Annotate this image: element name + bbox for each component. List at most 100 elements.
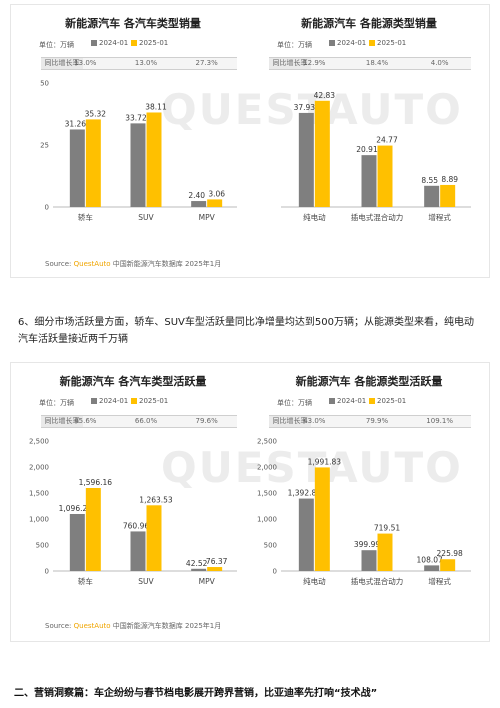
- bar: [377, 533, 393, 571]
- bar-value-label: 1,096.26: [59, 504, 93, 513]
- legend-label: 2024-01: [99, 397, 129, 405]
- legend-label: 2025-01: [377, 39, 407, 47]
- chart-title: 新能源汽车 各汽车类型销量: [65, 17, 201, 30]
- legend-item: 2025-01: [131, 397, 168, 405]
- growth-value: 13.0%: [74, 59, 97, 67]
- bar-value-label: 33.72: [125, 113, 147, 122]
- bar: [440, 559, 456, 571]
- unit-label: 单位：万辆: [39, 399, 74, 407]
- growth-value: 4.0%: [430, 59, 449, 67]
- legend-item: 2024-01: [329, 39, 366, 47]
- bar-value-label: 2.40: [188, 191, 205, 200]
- legend-swatch: [369, 398, 375, 404]
- growth-value: 18.4%: [365, 59, 389, 67]
- legend-item: 2024-01: [329, 397, 366, 405]
- bar: [207, 567, 223, 571]
- bar-value-label: 1,392.81: [288, 489, 322, 498]
- chart-title: 新能源汽车 各能源类型销量: [301, 17, 437, 30]
- bar-value-label: 108.07: [417, 555, 443, 564]
- x-tick-label: MPV: [199, 213, 216, 222]
- bar-value-label: 20.91: [356, 145, 378, 154]
- x-tick-label: MPV: [199, 577, 216, 586]
- bar-plot: 0 500 1,000 1,500 2,000 2,500 1,096.26 1,596.16…: [29, 438, 237, 586]
- growth-value: 43.0%: [303, 417, 326, 425]
- source-prefix: Source:: [45, 622, 74, 630]
- growth-row: 同比增长率 12.9% 18.4% 4.0%: [269, 57, 471, 70]
- y-tick-label: 0: [45, 568, 49, 576]
- y-tick-label: 0: [273, 568, 277, 576]
- chart-vehicle-activity: 新能源汽车 各汽车类型活跃量单位：万辆 2024-01 2025-01 同比增长率 45…: [15, 363, 251, 595]
- bar-value-label: 1,596.16: [79, 478, 113, 487]
- bar-value-label: 760.96: [123, 521, 149, 530]
- y-tick-label: 500: [36, 542, 49, 550]
- bar-value-label: 8.55: [421, 176, 438, 185]
- chart-title: 新能源汽车 各汽车类型活跃量: [59, 375, 207, 388]
- growth-row-label: 同比增长率: [41, 416, 83, 427]
- y-tick-label: 1,000: [29, 516, 49, 524]
- bar-value-label: 225.98: [437, 549, 463, 558]
- bar: [69, 129, 85, 207]
- legend-label: 2024-01: [337, 397, 367, 405]
- y-tick-label: 2,500: [29, 438, 49, 446]
- legend-swatch: [91, 398, 97, 404]
- bar: [298, 498, 314, 571]
- x-tick-label: 增程式: [428, 576, 451, 586]
- unit-label: 单位：万辆: [277, 41, 312, 49]
- growth-row: 同比增长率 45.6% 66.0% 79.6%: [41, 415, 237, 428]
- growth-value: 79.9%: [365, 417, 389, 425]
- source-note: Source: QuestAuto 中国新能源汽车数据库 2025年1月: [45, 259, 221, 269]
- legend-item: 2024-01: [91, 397, 128, 405]
- bar-value-label: 24.77: [376, 136, 398, 145]
- bar: [191, 568, 207, 571]
- y-tick-label: 1,500: [257, 490, 277, 498]
- legend-item: 2025-01: [369, 39, 406, 47]
- x-tick-label: 纯电动: [303, 576, 326, 586]
- source-brand: QuestAuto: [73, 622, 111, 630]
- bar-value-label: 1,263.53: [139, 495, 173, 504]
- growth-row: 同比增长率 43.0% 79.9% 109.1%: [269, 415, 471, 428]
- bar-value-label: 37.93: [294, 103, 316, 112]
- bar: [191, 201, 207, 207]
- sales-panel: QUESTAUTO 新能源汽车 各汽车类型销量 单位：万辆 2024-01 2025-…: [10, 4, 490, 278]
- x-tick-label: 轿车: [78, 576, 93, 586]
- unit-label: 单位：万辆: [39, 41, 74, 49]
- bar: [207, 199, 223, 207]
- legend-item: 2024-01: [91, 39, 128, 47]
- bar: [130, 123, 146, 207]
- bar-value-label: 719.51: [374, 524, 400, 533]
- growth-value: 27.3%: [195, 59, 218, 67]
- growth-value: 66.0%: [134, 417, 158, 425]
- bar: [69, 513, 85, 571]
- bar-value-label: 76.37: [206, 557, 228, 566]
- bar: [146, 505, 162, 571]
- source-prefix: Source:: [45, 260, 74, 268]
- bar-value-label: 8.89: [441, 175, 458, 184]
- section-heading: 二、营销洞察篇：车企纷纷与春节档电影展开跨界营销，比亚迪率先打响“技术战”: [14, 688, 378, 699]
- growth-row-label: 同比增长率: [269, 58, 311, 69]
- bar-value-label: 35.32: [85, 109, 107, 118]
- x-tick-label: SUV: [138, 213, 154, 222]
- legend-swatch: [329, 398, 335, 404]
- y-tick-label: 2,500: [257, 438, 277, 446]
- activity-panel: QUESTAUTO 新能源汽车 各汽车类型活跃量 单位：万辆 2024-01 2025…: [10, 362, 490, 642]
- legend-label: 2025-01: [377, 397, 407, 405]
- y-tick-label: 25: [40, 142, 49, 150]
- growth-row-label: 同比增长率: [269, 416, 311, 427]
- bar: [424, 185, 440, 207]
- growth-value: 12.9%: [303, 59, 326, 67]
- legend-swatch: [91, 40, 97, 46]
- bar: [377, 145, 393, 207]
- bar: [314, 100, 330, 207]
- watermark: QUESTAUTO: [161, 443, 463, 492]
- bar-plot: 0 500 1,000 1,500 2,000 2,500 1,392.81 1,991.83…: [257, 438, 471, 586]
- x-tick-label: 增程式: [428, 212, 451, 222]
- legend-swatch: [369, 40, 375, 46]
- bar: [85, 119, 101, 207]
- x-tick-label: 轿车: [78, 212, 93, 222]
- legend-swatch: [131, 40, 137, 46]
- legend-swatch: [329, 40, 335, 46]
- x-tick-label: SUV: [138, 577, 154, 586]
- legend-swatch: [131, 398, 137, 404]
